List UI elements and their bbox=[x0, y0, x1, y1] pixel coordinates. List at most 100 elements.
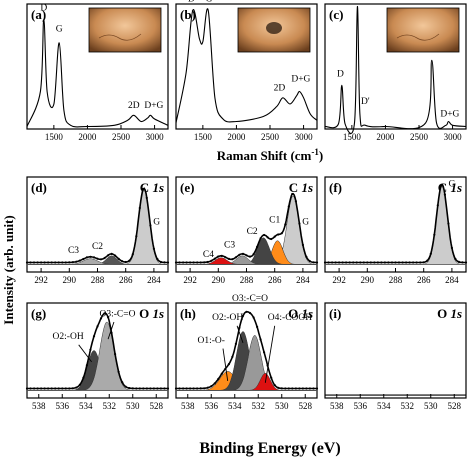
x-tick-label: 284 bbox=[296, 275, 310, 285]
data-point bbox=[114, 353, 117, 356]
data-point bbox=[166, 387, 170, 390]
x-tick-label: 534 bbox=[228, 401, 242, 411]
annotation-label: C4 bbox=[203, 250, 214, 260]
data-point bbox=[359, 261, 362, 264]
data-point bbox=[280, 232, 283, 235]
data-point bbox=[89, 255, 92, 258]
data-point bbox=[433, 233, 436, 236]
data-point bbox=[454, 257, 457, 261]
panel-g: (g) O 1s 538 536 534 532 530 528 O2:-OH O3:-C=O bbox=[25, 302, 170, 411]
panel-a: (a) 1500 2000 2500 3000 D G 2D D+G bbox=[26, 3, 169, 142]
micrograph-inset bbox=[88, 7, 162, 53]
data-point bbox=[107, 316, 110, 319]
data-point bbox=[36, 387, 39, 390]
data-point bbox=[259, 338, 262, 341]
annotation-label: C2 bbox=[92, 242, 103, 252]
data-point bbox=[47, 261, 50, 264]
data-point bbox=[96, 257, 99, 260]
panel-h: (h) O 1s 538 536 534 532 530 528 O3:-C=O O2:-OH O4… bbox=[174, 294, 319, 411]
data-point bbox=[54, 387, 57, 390]
x-axis-label-raman-text: Raman Shift (cm bbox=[217, 148, 312, 163]
x-tick-label: 2000 bbox=[78, 132, 97, 142]
panel-e-letter: (e) bbox=[180, 180, 194, 195]
data-point bbox=[185, 261, 188, 264]
data-point bbox=[338, 261, 341, 264]
data-point bbox=[280, 387, 283, 390]
panel-i-letter: (i) bbox=[329, 306, 341, 321]
data-point bbox=[103, 256, 106, 260]
data-point bbox=[145, 196, 148, 199]
x-tick-label: 538 bbox=[32, 401, 46, 411]
data-point bbox=[68, 387, 71, 390]
data-point bbox=[287, 387, 290, 390]
annotation-label: O2:-OH bbox=[212, 313, 243, 323]
data-point bbox=[96, 325, 99, 328]
data-point bbox=[298, 387, 301, 390]
data-point bbox=[256, 325, 259, 328]
x-tick-label: 2500 bbox=[410, 132, 429, 142]
x-tick-label: 530 bbox=[275, 401, 289, 411]
data-point bbox=[408, 261, 411, 264]
data-point bbox=[138, 387, 141, 390]
panel-h-frame bbox=[175, 302, 318, 399]
data-point bbox=[121, 260, 124, 263]
micrograph-particle bbox=[266, 22, 282, 34]
data-point bbox=[199, 261, 202, 264]
annotation-leader bbox=[264, 325, 276, 383]
y-axis-label: Intensity (arb. unit) bbox=[1, 215, 16, 324]
panel-g-letter: (g) bbox=[31, 306, 46, 321]
data-point bbox=[82, 257, 85, 261]
data-point bbox=[284, 387, 287, 390]
data-point bbox=[241, 314, 245, 317]
data-point bbox=[135, 387, 138, 390]
data-point bbox=[124, 385, 127, 388]
data-point bbox=[85, 256, 88, 259]
data-point bbox=[224, 256, 227, 259]
data-point bbox=[159, 260, 162, 264]
data-point bbox=[273, 235, 276, 238]
data-point bbox=[277, 386, 280, 389]
data-point bbox=[327, 261, 330, 264]
data-point bbox=[103, 312, 106, 315]
data-point bbox=[64, 261, 67, 264]
data-point bbox=[213, 257, 216, 260]
data-point bbox=[117, 370, 120, 373]
data-point bbox=[128, 259, 131, 262]
data-point bbox=[163, 387, 166, 390]
data-point bbox=[415, 261, 418, 264]
data-point bbox=[345, 261, 348, 264]
series-line bbox=[175, 8, 318, 123]
x-tick-label: 3000 bbox=[146, 132, 165, 142]
data-point bbox=[308, 387, 311, 390]
data-point bbox=[231, 355, 234, 358]
data-point bbox=[131, 253, 134, 256]
data-point bbox=[40, 261, 43, 264]
x-tick-label: 528 bbox=[448, 401, 462, 411]
data-point bbox=[156, 387, 159, 390]
panel-i-title: O 1s bbox=[437, 306, 462, 321]
data-point bbox=[248, 255, 252, 258]
data-point bbox=[291, 387, 294, 390]
annotation-label: C3 bbox=[68, 246, 79, 256]
annotation-leader bbox=[78, 344, 92, 363]
panel-f-letter: (f) bbox=[329, 180, 342, 195]
data-point bbox=[145, 387, 148, 390]
data-point bbox=[323, 261, 327, 264]
data-point bbox=[348, 261, 351, 264]
data-point bbox=[315, 387, 319, 390]
data-point bbox=[82, 376, 85, 379]
data-point bbox=[110, 331, 113, 335]
data-point bbox=[284, 223, 287, 226]
annotation-label: G bbox=[302, 218, 309, 228]
annotation-label: D+G bbox=[291, 75, 310, 85]
x-tick-label: 2000 bbox=[376, 132, 395, 142]
x-tick-label: 288 bbox=[240, 275, 254, 285]
annotation-label: O2:-OH bbox=[53, 332, 84, 342]
data-point bbox=[220, 254, 223, 257]
panel-g-title: O 1s bbox=[139, 306, 164, 321]
x-tick-label: 290 bbox=[63, 275, 77, 285]
x-tick-label: 286 bbox=[119, 275, 133, 285]
data-point bbox=[64, 387, 67, 390]
x-axis-label-binding: Binding Energy (eV) bbox=[199, 440, 340, 457]
